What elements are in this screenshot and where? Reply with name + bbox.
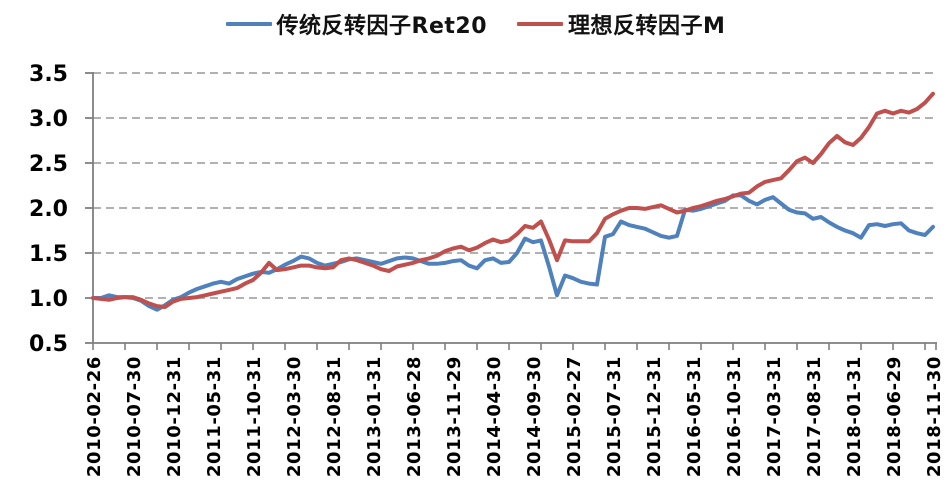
x-axis-label: 2017-03-31: [764, 356, 785, 477]
x-axis-label: 2016-10-31: [724, 356, 745, 477]
legend-line-swatch-red: [517, 22, 564, 26]
x-axis-label: 2015-12-31: [644, 356, 665, 477]
x-axis-label: 2018-06-29: [884, 356, 905, 477]
x-axis-label: 2016-05-31: [684, 356, 705, 477]
x-axis-label: 2013-01-31: [364, 356, 385, 477]
y-axis-label: 0.5: [29, 332, 68, 357]
legend-label-ret20: 传统反转因子Ret20: [276, 14, 488, 39]
x-axis-label: 2015-07-31: [604, 356, 625, 477]
legend-label-m: 理想反转因子M: [568, 14, 726, 39]
x-axis-label: 2012-03-30: [284, 356, 305, 477]
x-axis-label: 2010-02-26: [84, 356, 105, 477]
x-axis-label: 2014-04-30: [484, 356, 505, 477]
x-axis-label: 2015-02-27: [564, 356, 585, 477]
y-axis-label: 2.5: [29, 152, 68, 177]
y-axis-label: 3.5: [29, 62, 68, 87]
x-axis-label: 2010-07-30: [124, 356, 145, 477]
y-axis-label: 2.0: [29, 197, 68, 222]
legend-line-swatch-blue: [225, 22, 272, 26]
series-line-ret20: [91, 193, 935, 312]
legend-item-ret20: 传统反转因子Ret20: [225, 8, 488, 40]
x-axis-label: 2013-06-28: [404, 356, 425, 477]
legend-item-m: 理想反转因子M: [517, 8, 725, 40]
x-axis-label: 2011-10-31: [244, 356, 265, 477]
series-line-ideal-m: [91, 91, 935, 309]
x-axis-label: 2010-12-31: [164, 356, 185, 477]
y-axis-label: 1.0: [29, 287, 68, 312]
y-axis-label: 3.0: [29, 107, 68, 132]
x-axis-label: 2018-01-31: [844, 356, 865, 477]
x-axis-label: 2011-05-31: [204, 356, 225, 477]
x-axis-label: 2013-11-29: [444, 356, 465, 477]
x-axis-label: 2012-08-31: [324, 356, 345, 477]
x-axis-label: 2014-09-30: [524, 356, 545, 477]
y-axis-label: 1.5: [29, 242, 68, 267]
x-axis-label: 2018-11-30: [924, 356, 945, 477]
chart-legend: 传统反转因子Ret20 理想反转因子M: [0, 8, 951, 40]
x-axis-label: 2017-08-31: [804, 356, 825, 477]
